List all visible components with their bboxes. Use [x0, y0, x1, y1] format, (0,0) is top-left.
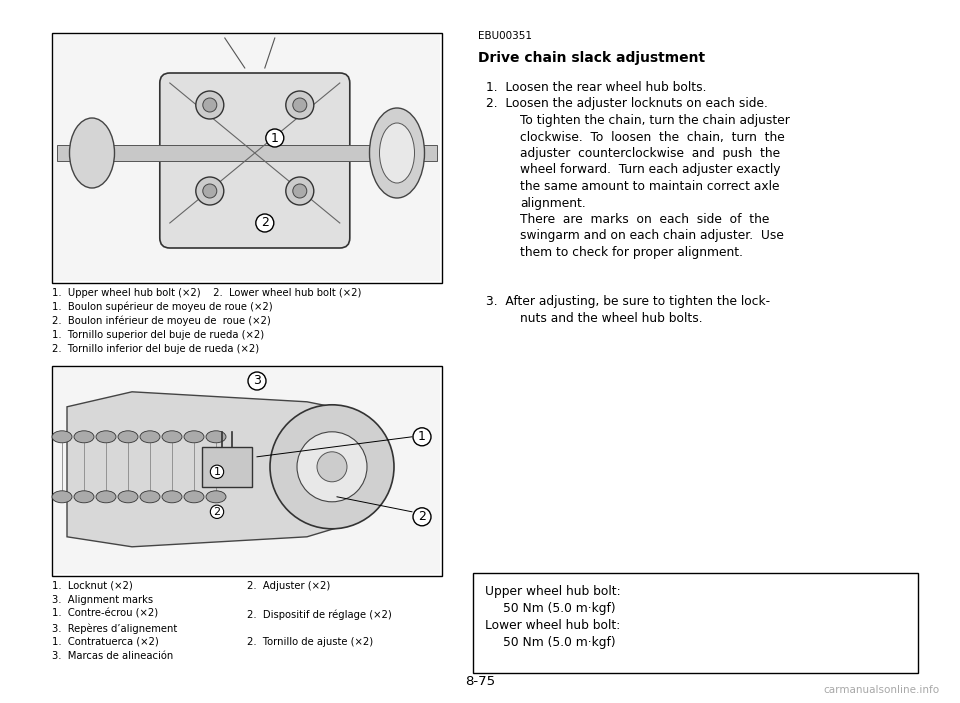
Ellipse shape — [96, 431, 116, 443]
Text: wheel forward.  Turn each adjuster exactly: wheel forward. Turn each adjuster exactl… — [520, 164, 780, 176]
Ellipse shape — [52, 491, 72, 503]
Text: 3: 3 — [253, 375, 261, 387]
Circle shape — [196, 177, 224, 205]
Bar — [54, 35, 440, 281]
Circle shape — [270, 405, 394, 529]
Text: 50 Nm (5.0 m·kgf): 50 Nm (5.0 m·kgf) — [503, 602, 615, 615]
Text: Upper wheel hub bolt:: Upper wheel hub bolt: — [485, 585, 620, 598]
Text: alignment.: alignment. — [520, 197, 586, 209]
Text: the same amount to maintain correct axle: the same amount to maintain correct axle — [520, 180, 780, 193]
Bar — [57, 145, 437, 161]
Text: 1: 1 — [418, 430, 426, 444]
Circle shape — [293, 98, 307, 112]
Polygon shape — [67, 392, 357, 547]
Ellipse shape — [140, 491, 160, 503]
Bar — [52, 366, 442, 576]
Bar — [52, 33, 442, 283]
Text: 1.  Contratuerca (×2): 1. Contratuerca (×2) — [52, 637, 158, 647]
Text: 3.  After adjusting, be sure to tighten the lock-: 3. After adjusting, be sure to tighten t… — [486, 295, 770, 309]
Ellipse shape — [140, 431, 160, 443]
Text: 3.  Repères d’alignement: 3. Repères d’alignement — [52, 623, 178, 633]
Text: 2.  Adjuster (×2): 2. Adjuster (×2) — [247, 581, 330, 591]
Circle shape — [293, 184, 307, 198]
Circle shape — [286, 177, 314, 205]
Text: 2: 2 — [418, 510, 426, 523]
Ellipse shape — [118, 431, 138, 443]
Ellipse shape — [96, 491, 116, 503]
Text: 1.  Contre-écrou (×2): 1. Contre-écrou (×2) — [52, 609, 158, 619]
Text: 3.  Marcas de alineación: 3. Marcas de alineación — [52, 651, 173, 661]
Ellipse shape — [69, 118, 114, 188]
Text: 2: 2 — [261, 217, 269, 229]
Circle shape — [203, 184, 217, 198]
Circle shape — [317, 452, 347, 482]
Text: 1: 1 — [271, 131, 278, 145]
Circle shape — [203, 98, 217, 112]
Ellipse shape — [184, 431, 204, 443]
Text: swingarm and on each chain adjuster.  Use: swingarm and on each chain adjuster. Use — [520, 229, 784, 243]
Text: 3.  Alignment marks: 3. Alignment marks — [52, 595, 154, 605]
Ellipse shape — [184, 491, 204, 503]
Ellipse shape — [370, 108, 424, 198]
Circle shape — [286, 91, 314, 119]
Ellipse shape — [74, 431, 94, 443]
Circle shape — [196, 91, 224, 119]
Text: 2.  Dispositif de réglage (×2): 2. Dispositif de réglage (×2) — [247, 609, 392, 619]
Bar — [202, 447, 252, 486]
Text: 2: 2 — [213, 507, 221, 517]
Text: 2.  Tornillo inferior del buje de rueda (×2): 2. Tornillo inferior del buje de rueda (… — [52, 344, 259, 354]
Circle shape — [297, 432, 367, 502]
Ellipse shape — [379, 123, 415, 183]
Bar — [54, 368, 440, 574]
Ellipse shape — [206, 431, 226, 443]
Text: 1.  Loosen the rear wheel hub bolts.: 1. Loosen the rear wheel hub bolts. — [486, 81, 707, 94]
Text: There  are  marks  on  each  side  of  the: There are marks on each side of the — [520, 213, 769, 226]
Ellipse shape — [206, 491, 226, 503]
Text: adjuster  counterclockwise  and  push  the: adjuster counterclockwise and push the — [520, 147, 780, 160]
Text: To tighten the chain, turn the chain adjuster: To tighten the chain, turn the chain adj… — [520, 114, 790, 127]
Text: Drive chain slack adjustment: Drive chain slack adjustment — [478, 51, 706, 65]
Text: 50 Nm (5.0 m·kgf): 50 Nm (5.0 m·kgf) — [503, 636, 615, 649]
Text: 2.  Boulon inférieur de moyeu de  roue (×2): 2. Boulon inférieur de moyeu de roue (×2… — [52, 316, 271, 326]
Text: 1.  Upper wheel hub bolt (×2)    2.  Lower wheel hub bolt (×2): 1. Upper wheel hub bolt (×2) 2. Lower wh… — [52, 288, 361, 298]
Ellipse shape — [74, 491, 94, 503]
Text: 1.  Boulon supérieur de moyeu de roue (×2): 1. Boulon supérieur de moyeu de roue (×2… — [52, 302, 273, 313]
Text: EBU00351: EBU00351 — [478, 31, 532, 41]
Ellipse shape — [162, 431, 182, 443]
Text: them to check for proper alignment.: them to check for proper alignment. — [520, 246, 743, 259]
Text: nuts and the wheel hub bolts.: nuts and the wheel hub bolts. — [520, 312, 703, 325]
Bar — [473, 573, 918, 673]
Text: Lower wheel hub bolt:: Lower wheel hub bolt: — [485, 619, 620, 632]
Ellipse shape — [162, 491, 182, 503]
FancyBboxPatch shape — [159, 73, 349, 248]
Ellipse shape — [118, 491, 138, 503]
Text: 1.  Locknut (×2): 1. Locknut (×2) — [52, 581, 132, 591]
Text: carmanualsonline.info: carmanualsonline.info — [824, 685, 940, 695]
Ellipse shape — [52, 431, 72, 443]
Text: 1: 1 — [213, 467, 221, 477]
Text: 2.  Loosen the adjuster locknuts on each side.: 2. Loosen the adjuster locknuts on each … — [486, 98, 768, 110]
Text: 8-75: 8-75 — [465, 675, 495, 688]
Text: 1.  Tornillo superior del buje de rueda (×2): 1. Tornillo superior del buje de rueda (… — [52, 330, 264, 340]
Text: clockwise.  To  loosen  the  chain,  turn  the: clockwise. To loosen the chain, turn the — [520, 131, 784, 143]
Text: 2.  Tornillo de ajuste (×2): 2. Tornillo de ajuste (×2) — [247, 637, 373, 647]
